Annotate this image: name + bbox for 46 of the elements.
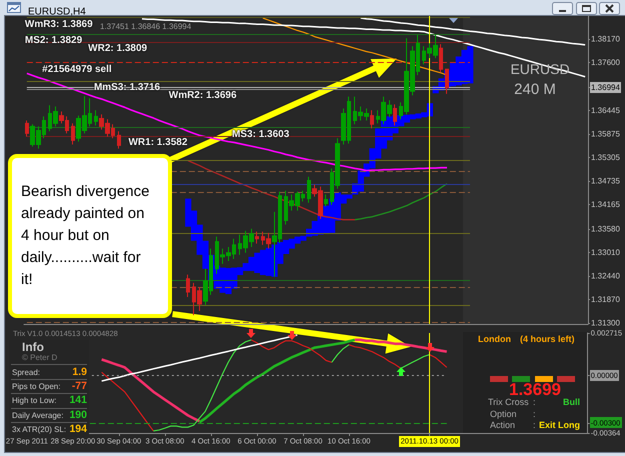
annotation: : — [533, 420, 536, 431]
annotation: 194 — [69, 423, 87, 436]
annotation: Option — [490, 409, 517, 420]
annotation: 1.3699 — [509, 380, 561, 399]
y-tick-label: 1.38170 — [591, 34, 620, 44]
y-tick-label: 1.37600 — [591, 58, 620, 68]
annotation: Action — [490, 420, 516, 431]
ref-line-label: WR2: 1.3809 — [88, 43, 148, 54]
annotation: © Peter D — [22, 353, 58, 363]
annotation: Trix Cross — [488, 397, 529, 408]
y-tick-label: 1.33010 — [591, 248, 620, 257]
chart-title: EURUSD,H4 — [28, 6, 86, 18]
y-tick-label: 1.31300 — [591, 318, 620, 328]
ref-line-label: MS2: 1.3829 — [24, 35, 82, 46]
annotation: 240 M — [514, 81, 556, 98]
ref-line-label: WmR2: 1.3696 — [168, 90, 237, 102]
annotation: Info — [22, 340, 44, 354]
annotation: High to Low: — [12, 396, 56, 406]
annotation: (4 hours left) — [520, 334, 575, 345]
annotation: 3x ATR(20) SL: — [12, 425, 66, 435]
annotation: -77 — [72, 380, 87, 393]
annotation: Daily Average: — [12, 411, 64, 421]
ref-line-label: WmR3: 1.3869 — [24, 18, 93, 30]
annotation: Bull — [563, 397, 580, 408]
annotation: : — [533, 397, 536, 408]
annotation: Pips to Open: — [12, 382, 60, 392]
y-tick-label: 1.35875 — [591, 129, 620, 138]
y-tick-label: 1.32440 — [591, 271, 620, 280]
y-tick-label: 1.35305 — [591, 153, 620, 162]
ref-line-label: #21564979 sell — [42, 64, 112, 75]
annotation: 1.37451 1.36846 1.36994 — [100, 22, 192, 32]
ref-line-label: WR1: 1.3582 — [128, 137, 188, 148]
y-tick-label: 1.34165 — [591, 200, 620, 210]
y-tick-label: 1.36445 — [591, 106, 620, 115]
annotation: Bearish divergence already painted on 4 hour but on daily..........wait for it! — [21, 182, 150, 290]
annotation: Spread: — [12, 368, 40, 378]
y-tick-label: 1.31870 — [591, 294, 620, 304]
y-tick-label: 1.33580 — [591, 224, 620, 234]
annotation: : — [533, 409, 536, 420]
annotation: 190 — [69, 409, 87, 422]
y-tick-label: 1.34735 — [591, 176, 620, 186]
annotation: 141 — [69, 394, 87, 407]
annotation: London — [478, 334, 511, 345]
ref-line-label: MS3: 1.3603 — [232, 128, 290, 140]
annotation: 1.9 — [72, 366, 87, 379]
annotation: Exit Long — [539, 420, 580, 431]
